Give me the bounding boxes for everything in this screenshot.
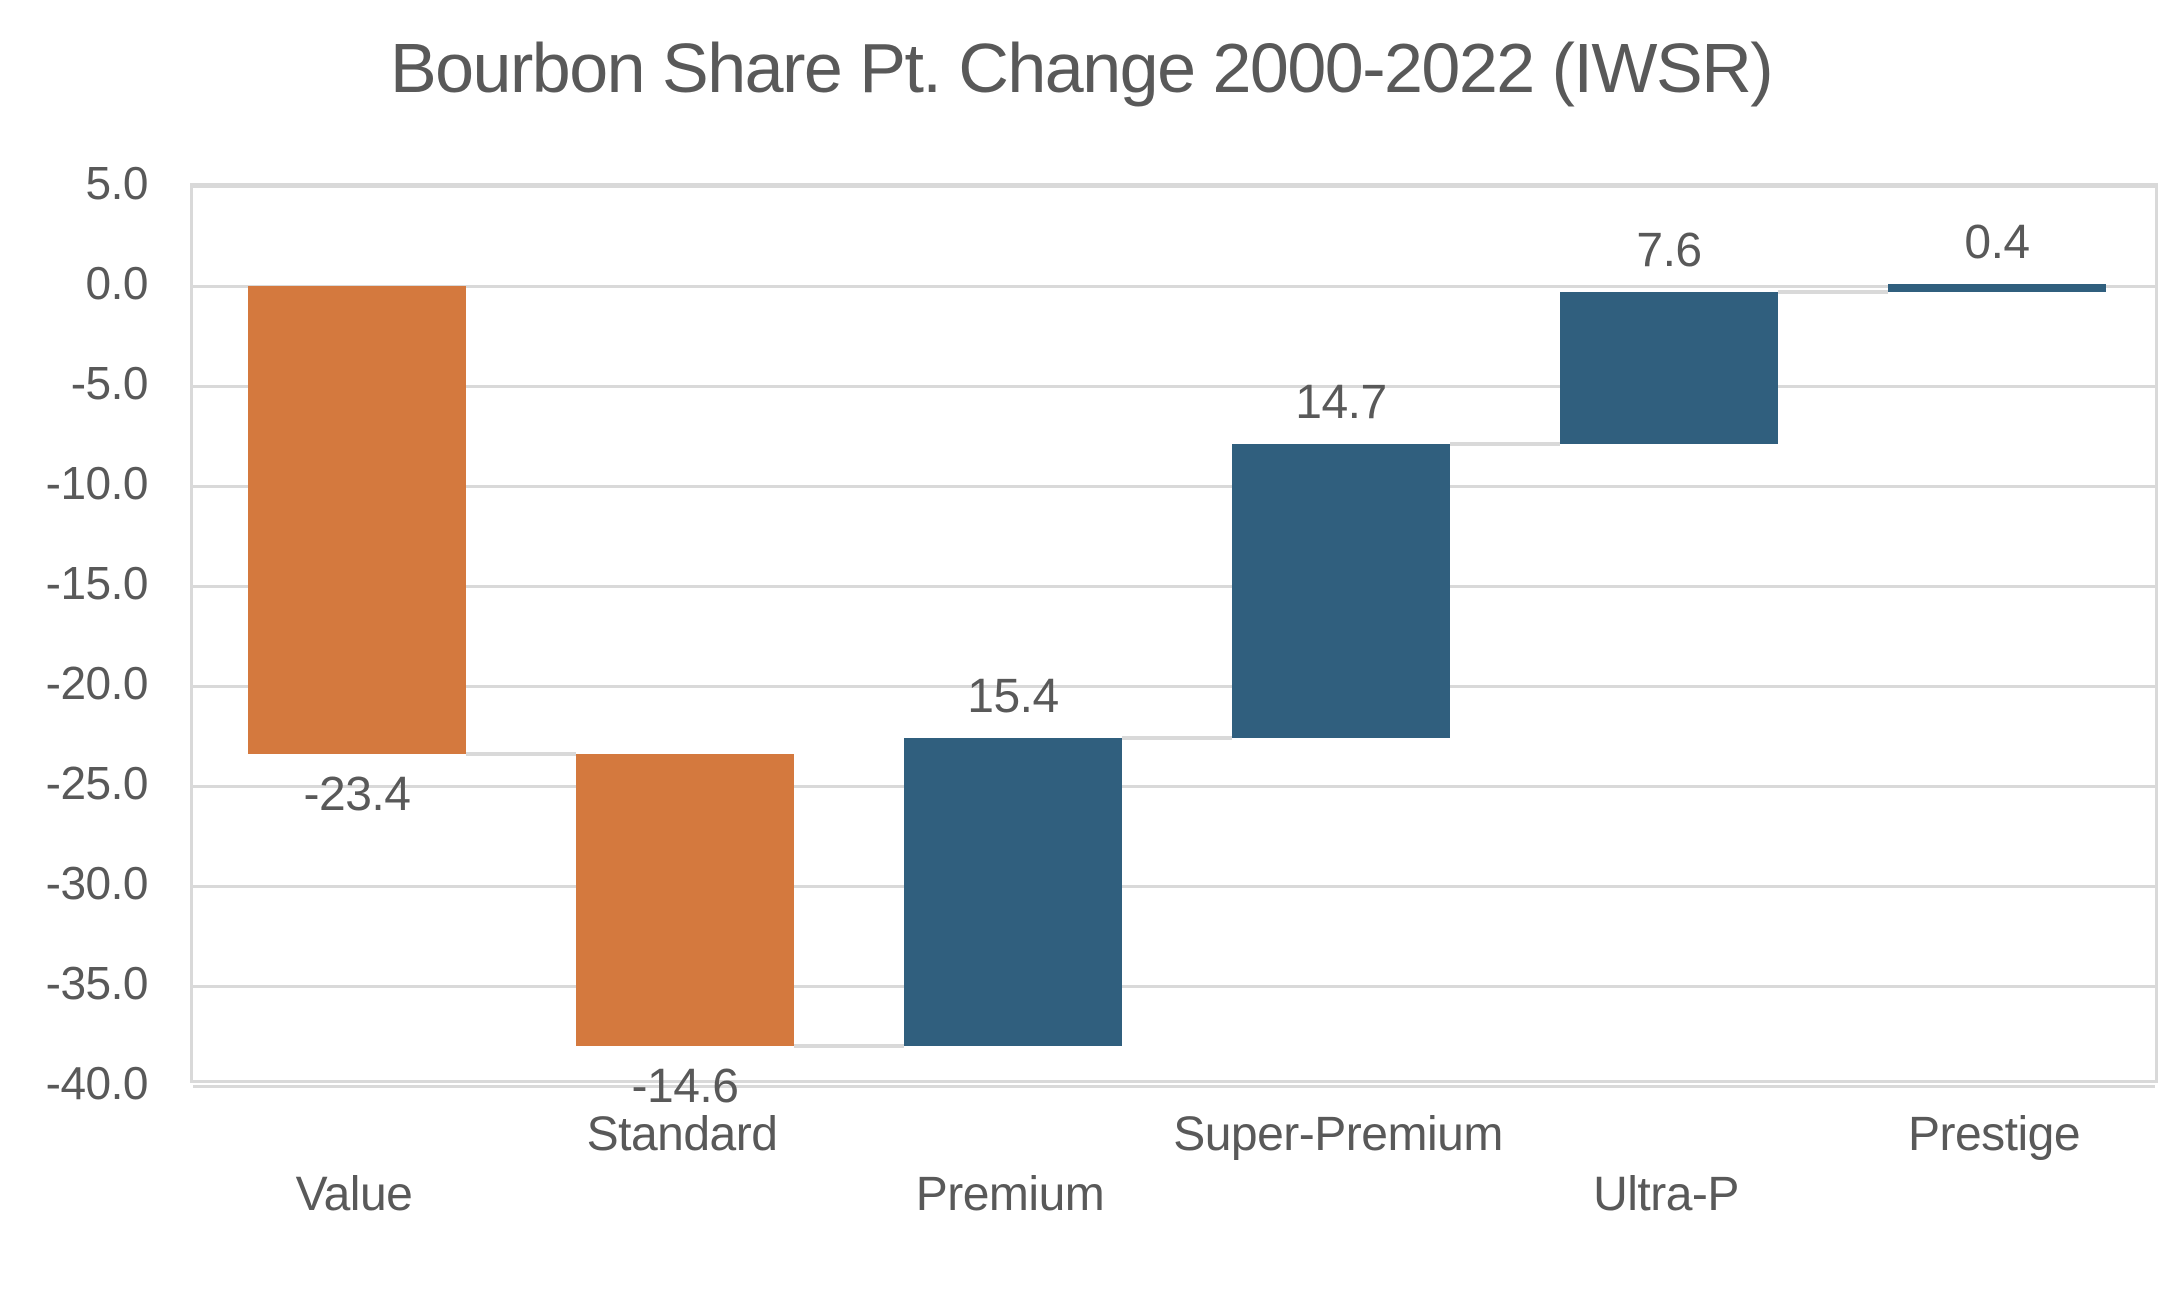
waterfall-connector bbox=[1122, 736, 1232, 740]
x-category-label: Standard bbox=[586, 1108, 778, 1161]
gridline bbox=[193, 1084, 2155, 1088]
y-tick-label: 5.0 bbox=[85, 157, 149, 209]
bar-super-premium bbox=[1231, 444, 1451, 738]
gridline bbox=[193, 484, 2155, 488]
gridline bbox=[193, 284, 2155, 288]
y-tick-label: -35.0 bbox=[45, 957, 149, 1009]
y-tick-label: -15.0 bbox=[45, 557, 149, 609]
y-tick-label: -10.0 bbox=[45, 457, 149, 509]
bar-value-label: 14.7 bbox=[1295, 376, 1387, 429]
waterfall-connector bbox=[794, 1044, 904, 1048]
bar-value-label: 15.4 bbox=[967, 670, 1059, 723]
y-tick-label: -20.0 bbox=[45, 657, 149, 709]
bar-value-label: 7.6 bbox=[1636, 224, 1702, 277]
x-category-label: Value bbox=[295, 1168, 413, 1221]
y-tick-label: -30.0 bbox=[45, 857, 149, 909]
x-category-label: Ultra-P bbox=[1593, 1168, 1739, 1221]
bar-value-label: -23.4 bbox=[303, 768, 411, 821]
gridline bbox=[193, 984, 2155, 988]
bar-value-label: -14.6 bbox=[631, 1060, 739, 1113]
x-category-label: Premium bbox=[915, 1168, 1105, 1221]
chart-title: Bourbon Share Pt. Change 2000-2022 (IWSR… bbox=[389, 29, 1774, 107]
bar-premium bbox=[903, 738, 1123, 1046]
bar-value bbox=[247, 286, 467, 754]
gridline bbox=[193, 184, 2155, 188]
gridline bbox=[193, 384, 2155, 388]
bar-standard bbox=[575, 754, 795, 1046]
gridline bbox=[193, 584, 2155, 588]
x-category-label: Super-Premium bbox=[1173, 1108, 1503, 1161]
gridline bbox=[193, 784, 2155, 788]
waterfall-connector bbox=[1778, 290, 1888, 294]
bar-ultra-p bbox=[1559, 292, 1779, 444]
bar-prestige bbox=[1887, 284, 2107, 292]
plot-area: -23.4 -14.6 15.4 14.7 7.6 0.4 bbox=[190, 183, 2158, 1113]
bar-value-label: 0.4 bbox=[1964, 216, 2030, 269]
waterfall-connector bbox=[1450, 442, 1560, 446]
y-tick-label: -40.0 bbox=[45, 1057, 149, 1109]
gridline bbox=[193, 684, 2155, 688]
waterfall-connector bbox=[466, 752, 576, 756]
gridline bbox=[193, 884, 2155, 888]
y-tick-label: -25.0 bbox=[45, 757, 149, 809]
x-category-label: Prestige bbox=[1907, 1108, 2081, 1161]
y-tick-label: -5.0 bbox=[70, 357, 149, 409]
y-tick-label: 0.0 bbox=[85, 257, 149, 309]
